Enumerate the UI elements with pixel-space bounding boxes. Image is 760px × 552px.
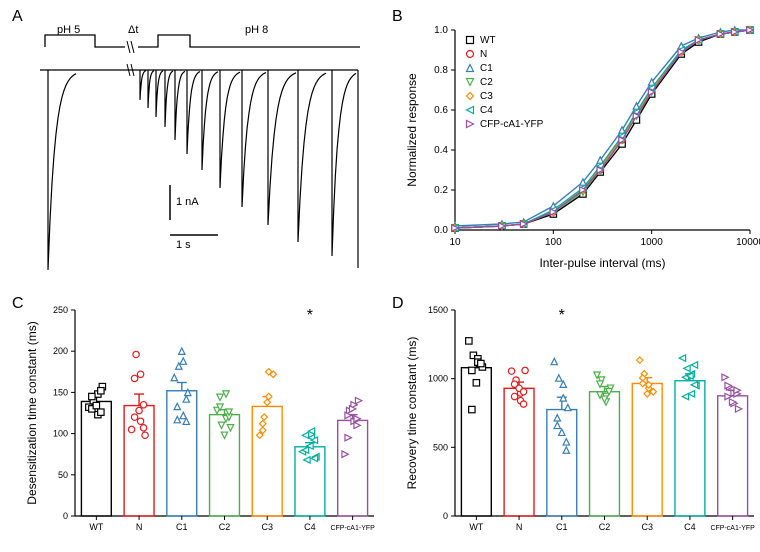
- panel-b: 0.0 0.2 0.4 0.6 0.8 1.0 10 100 1000 10000 Inter-pu…: [400, 15, 760, 275]
- svg-text:Inter-pulse interval (ms): Inter-pulse interval (ms): [539, 256, 665, 270]
- svg-text:C1: C1: [176, 522, 188, 532]
- svg-text:0: 0: [443, 511, 448, 521]
- svg-text:CFP-cA1-YFP: CFP-cA1-YFP: [330, 525, 375, 532]
- svg-text:0.8: 0.8: [434, 65, 448, 76]
- svg-text:1000: 1000: [428, 374, 448, 384]
- svg-text:CFP-cA1-YFP: CFP-cA1-YFP: [710, 525, 755, 532]
- svg-text:Δt: Δt: [128, 24, 138, 36]
- svg-text:1 s: 1 s: [176, 239, 191, 251]
- svg-text:N: N: [480, 49, 487, 60]
- svg-text:C4: C4: [684, 522, 696, 532]
- svg-text:Desensitization time constant: Desensitization time constant (ms): [25, 321, 39, 504]
- svg-text:10: 10: [449, 237, 461, 248]
- svg-text:C3: C3: [261, 522, 273, 532]
- panel-b-svg: 0.0 0.2 0.4 0.6 0.8 1.0 10 100 1000 10000 Inter-pu…: [400, 15, 760, 275]
- svg-text:WT: WT: [480, 35, 496, 46]
- svg-text:10000: 10000: [736, 237, 760, 248]
- svg-text:0.2: 0.2: [434, 185, 448, 196]
- svg-text:CFP-cA1-YFP: CFP-cA1-YFP: [480, 119, 544, 130]
- svg-text:WT: WT: [89, 522, 103, 532]
- svg-text:C3: C3: [641, 522, 653, 532]
- svg-text:1 nA: 1 nA: [176, 196, 199, 208]
- panel-a-svg: pH 5 Δt pH 8 1 nA 1 s: [30, 15, 360, 275]
- svg-text:*: *: [559, 307, 565, 324]
- svg-text:C1: C1: [556, 522, 568, 532]
- svg-text:500: 500: [433, 442, 448, 452]
- svg-text:200: 200: [53, 346, 68, 356]
- svg-text:pH 8: pH 8: [245, 24, 268, 36]
- svg-text:50: 50: [58, 470, 68, 480]
- svg-text:250: 250: [53, 305, 68, 315]
- panel-c: 0 50 100 150 200 250 Desensitization time cons…: [20, 300, 380, 550]
- svg-text:C4: C4: [304, 522, 316, 532]
- svg-text:pH 5: pH 5: [57, 24, 80, 36]
- svg-text:N: N: [136, 522, 143, 532]
- svg-text:0.0: 0.0: [434, 225, 448, 236]
- svg-text:WT: WT: [469, 522, 483, 532]
- panel-a: pH 5 Δt pH 8 1 nA 1 s: [30, 15, 360, 275]
- svg-text:Recovery time constant (ms): Recovery time constant (ms): [405, 337, 419, 490]
- panel-d: 0 500 1000 1500 Recovery time constant (ms) W…: [400, 300, 760, 550]
- svg-text:1.0: 1.0: [434, 25, 448, 36]
- svg-text:0.4: 0.4: [434, 145, 448, 156]
- svg-text:C3: C3: [480, 91, 493, 102]
- svg-text:C4: C4: [480, 105, 493, 116]
- svg-text:100: 100: [545, 237, 562, 248]
- svg-text:C2: C2: [599, 522, 611, 532]
- svg-text:N: N: [516, 522, 523, 532]
- svg-text:150: 150: [53, 387, 68, 397]
- svg-text:1000: 1000: [641, 237, 664, 248]
- panel-c-svg: 0 50 100 150 200 250 Desensitization time cons…: [20, 300, 380, 550]
- svg-text:100: 100: [53, 429, 68, 439]
- svg-text:C2: C2: [219, 522, 231, 532]
- panel-a-label: A: [12, 8, 23, 26]
- svg-text:1500: 1500: [428, 305, 448, 315]
- svg-text:0.6: 0.6: [434, 105, 448, 116]
- svg-text:Normalized response: Normalized response: [405, 73, 419, 187]
- panel-d-svg: 0 500 1000 1500 Recovery time constant (ms) W…: [400, 300, 760, 550]
- svg-text:C1: C1: [480, 63, 493, 74]
- svg-text:0: 0: [63, 511, 68, 521]
- svg-text:*: *: [307, 307, 313, 324]
- svg-text:C2: C2: [480, 77, 493, 88]
